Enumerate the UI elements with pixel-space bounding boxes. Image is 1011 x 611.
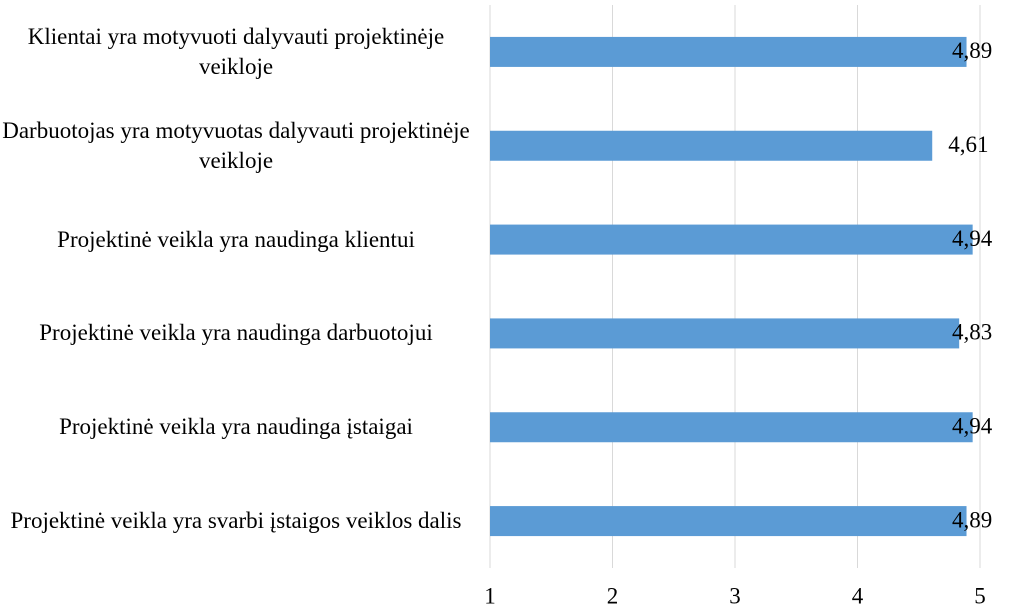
x-tick-label: 3 xyxy=(729,583,741,608)
category-label: Projektinė veikla yra naudinga klientui xyxy=(57,226,415,252)
data-label: 4,61 xyxy=(948,132,988,157)
bar xyxy=(490,412,973,443)
bar xyxy=(490,224,973,255)
data-label: 4,89 xyxy=(952,507,992,532)
data-label: 4,94 xyxy=(952,226,993,251)
category-label: Projektinė veikla yra svarbi įstaigos ve… xyxy=(10,508,462,534)
category-label: Projektinė veikla yra naudinga darbuotoj… xyxy=(39,320,433,346)
x-tick-label: 1 xyxy=(484,583,496,608)
bar xyxy=(490,36,967,67)
x-tick-label: 2 xyxy=(607,583,619,608)
category-label: Darbuotojas yra motyvuotas dalyvauti pro… xyxy=(2,117,470,173)
data-label: 4,89 xyxy=(952,38,992,63)
data-label: 4,94 xyxy=(952,414,993,439)
bar xyxy=(490,506,967,537)
bar xyxy=(490,318,960,349)
x-tick-label: 5 xyxy=(974,583,986,608)
category-label: Klientai yra motyvuoti dalyvauti projekt… xyxy=(27,23,445,79)
x-tick-label: 4 xyxy=(852,583,864,608)
bar xyxy=(490,130,933,161)
data-label: 4,83 xyxy=(952,320,992,345)
category-label: Projektinė veikla yra naudinga įstaigai xyxy=(59,414,413,440)
